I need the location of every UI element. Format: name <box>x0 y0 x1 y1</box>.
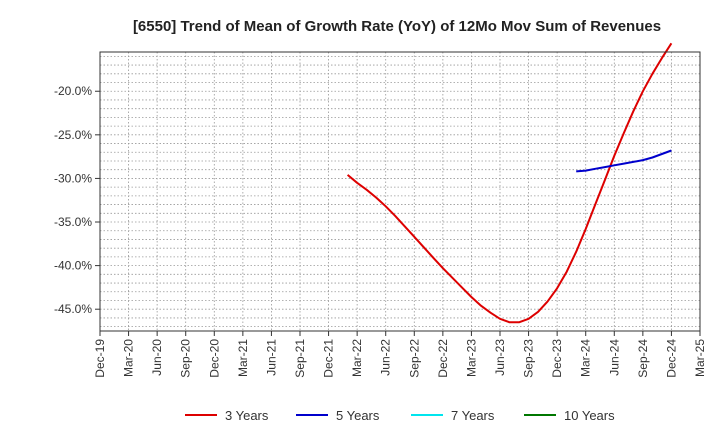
x-tick-label: Dec-24 <box>664 339 678 378</box>
x-tick-label: Jun-20 <box>150 339 164 376</box>
legend-label: 5 Years <box>336 408 380 423</box>
x-tick-label: Dec-23 <box>550 339 564 378</box>
plot-frame <box>99 51 701 332</box>
x-tick-label: Jun-22 <box>379 339 393 376</box>
x-tick-label: Mar-25 <box>693 339 707 377</box>
x-tick-label: Mar-21 <box>236 339 250 377</box>
grid-lines <box>99 52 701 331</box>
legend-label: 7 Years <box>451 408 495 423</box>
x-tick-label: Mar-24 <box>579 339 593 377</box>
x-axis-ticks: Dec-19 Mar-20 Jun-20 Sep-20 Dec-20 Mar-21 Jun-… <box>93 331 707 378</box>
x-tick-label: Dec-22 <box>436 339 450 378</box>
chart-title: [6550] Trend of Mean of Growth Rate (YoY… <box>133 18 661 35</box>
y-tick-label: -25.0% <box>54 128 92 142</box>
x-tick-label: Sep-24 <box>636 339 650 378</box>
legend: 3 Years 5 Years 7 Years 10 Years <box>185 408 615 423</box>
x-tick-label: Sep-23 <box>522 339 536 378</box>
series-line-5-years <box>576 149 672 173</box>
x-tick-label: Mar-23 <box>464 339 478 377</box>
y-tick-label: -35.0% <box>54 215 92 229</box>
x-tick-label: Jun-21 <box>264 339 278 376</box>
x-tick-label: Jun-23 <box>493 339 507 376</box>
x-tick-label: Sep-21 <box>293 339 307 378</box>
y-tick-label: -20.0% <box>54 84 92 98</box>
x-tick-label: Mar-22 <box>350 339 364 377</box>
x-tick-label: Mar-20 <box>122 339 136 377</box>
x-tick-label: Dec-19 <box>93 339 107 378</box>
x-tick-label: Dec-20 <box>207 339 221 378</box>
x-tick-label: Sep-22 <box>407 339 421 378</box>
y-tick-label: -30.0% <box>54 171 92 185</box>
y-axis-ticks: -45.0% -40.0% -35.0% -30.0% -25.0% -20.0% <box>54 84 100 316</box>
series-lines <box>346 42 673 324</box>
legend-label: 10 Years <box>564 408 615 423</box>
y-tick-label: -45.0% <box>54 302 92 316</box>
x-tick-label: Jun-24 <box>607 339 621 376</box>
legend-label: 3 Years <box>225 408 269 423</box>
x-tick-label: Dec-21 <box>322 339 336 378</box>
series-line-3-years <box>346 42 673 324</box>
x-tick-label: Sep-20 <box>179 339 193 378</box>
y-tick-label: -40.0% <box>54 259 92 273</box>
